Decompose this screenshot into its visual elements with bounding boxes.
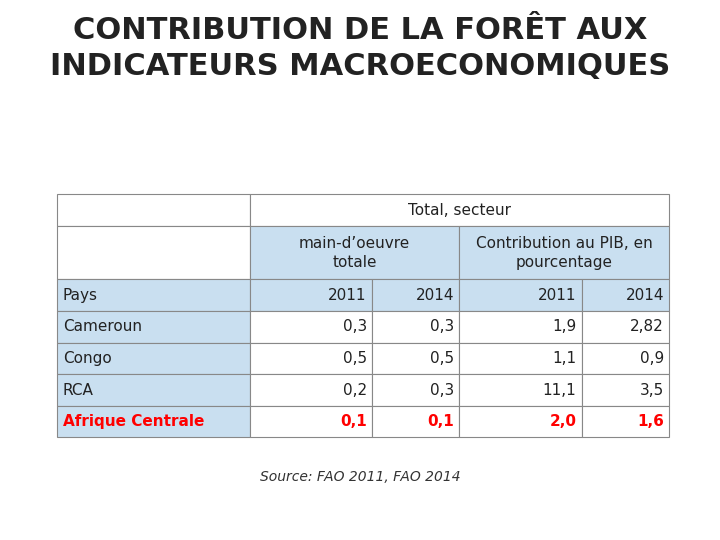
Bar <box>582 374 669 406</box>
Text: Cameroun: Cameroun <box>63 319 142 334</box>
Bar <box>459 226 669 280</box>
Text: 1,9: 1,9 <box>552 319 577 334</box>
Text: RCA: RCA <box>63 382 94 397</box>
Text: 0,3: 0,3 <box>430 382 454 397</box>
Bar <box>372 374 459 406</box>
Bar <box>58 226 250 280</box>
Text: 0,5: 0,5 <box>430 351 454 366</box>
Text: 3,5: 3,5 <box>639 382 664 397</box>
Text: Total, secteur: Total, secteur <box>408 202 511 218</box>
Text: 0,3: 0,3 <box>343 319 366 334</box>
Text: 2,82: 2,82 <box>630 319 664 334</box>
Bar <box>459 406 582 437</box>
Bar <box>250 194 669 226</box>
Bar <box>58 280 250 311</box>
Bar <box>582 406 669 437</box>
Text: 2014: 2014 <box>415 288 454 303</box>
Bar <box>459 342 582 374</box>
Text: Afrique Centrale: Afrique Centrale <box>63 414 204 429</box>
Text: main-d’oeuvre
totale: main-d’oeuvre totale <box>299 236 410 269</box>
Text: 0,2: 0,2 <box>343 382 366 397</box>
Text: CONTRIBUTION DE LA FORÊT AUX
INDICATEURS MACROECONOMIQUES: CONTRIBUTION DE LA FORÊT AUX INDICATEURS… <box>50 16 670 81</box>
Text: 2014: 2014 <box>626 288 664 303</box>
Text: 2011: 2011 <box>328 288 366 303</box>
Text: 1,6: 1,6 <box>637 414 664 429</box>
Text: 11,1: 11,1 <box>543 382 577 397</box>
Text: Contribution au PIB, en
pourcentage: Contribution au PIB, en pourcentage <box>476 236 652 269</box>
Bar <box>58 194 250 226</box>
Bar <box>250 311 372 342</box>
Bar <box>582 311 669 342</box>
Bar <box>372 406 459 437</box>
Bar <box>459 374 582 406</box>
Text: 1,1: 1,1 <box>552 351 577 366</box>
Text: Source: FAO 2011, FAO 2014: Source: FAO 2011, FAO 2014 <box>260 470 460 484</box>
Bar <box>58 374 250 406</box>
Bar <box>459 280 582 311</box>
Text: Congo: Congo <box>63 351 112 366</box>
Text: 0,3: 0,3 <box>430 319 454 334</box>
Bar <box>250 280 372 311</box>
Bar <box>250 226 459 280</box>
Bar <box>582 342 669 374</box>
Text: 0,9: 0,9 <box>639 351 664 366</box>
Bar <box>459 311 582 342</box>
Text: 0,1: 0,1 <box>340 414 366 429</box>
Text: 2011: 2011 <box>538 288 577 303</box>
Bar <box>372 342 459 374</box>
Bar <box>372 311 459 342</box>
Text: 0,5: 0,5 <box>343 351 366 366</box>
Bar <box>58 406 250 437</box>
Text: Pays: Pays <box>63 288 98 303</box>
Bar <box>250 342 372 374</box>
Bar <box>250 374 372 406</box>
Bar <box>372 280 459 311</box>
Text: 0,1: 0,1 <box>428 414 454 429</box>
Bar <box>58 311 250 342</box>
Bar <box>582 280 669 311</box>
Bar <box>250 406 372 437</box>
Bar <box>58 342 250 374</box>
Text: 2,0: 2,0 <box>549 414 577 429</box>
